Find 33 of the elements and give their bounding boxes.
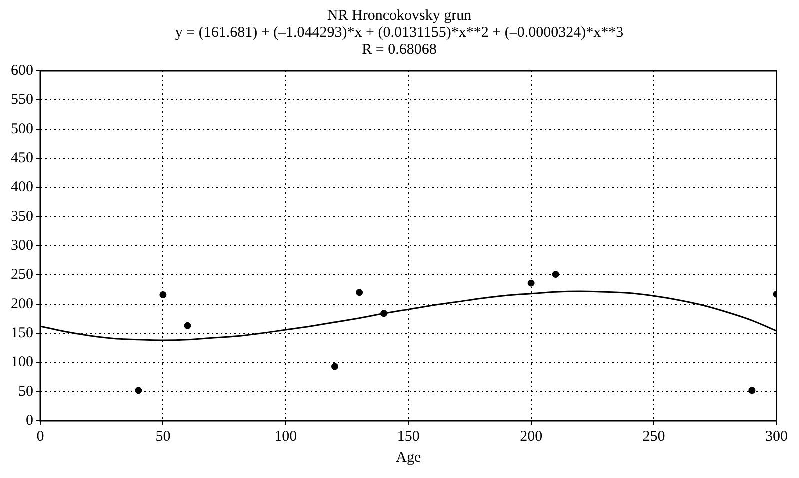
x-tick-label: 300 <box>766 428 788 445</box>
y-tick-label: 400 <box>11 180 34 196</box>
x-tick-label: 200 <box>520 428 543 445</box>
point <box>332 363 338 370</box>
y-tick-label: 200 <box>11 296 34 312</box>
chart-title: NR Hroncokovsky grun <box>326 8 473 25</box>
y-tick-label: 100 <box>11 354 34 371</box>
text: R = 0.68068 <box>361 42 438 59</box>
x-tick-label: 250 <box>642 428 666 445</box>
y-tick-label: 600 <box>11 62 34 79</box>
x-tick-label: 100 <box>274 428 298 445</box>
point <box>552 271 560 278</box>
y-tick-label: 300 <box>11 238 34 254</box>
y-tick-label: 500 <box>11 121 34 138</box>
x-tick-label: 50 <box>156 428 171 445</box>
y-tick-label: 550 <box>11 92 34 108</box>
point <box>184 322 192 330</box>
x-tick-label: 0 <box>36 428 44 445</box>
chart-subtitle: y = (161.681) + (–1.044293)*x + (0.0131155)*x**2 + (–0.0000324)*x**3 <box>174 25 625 42</box>
y-tick-label: 350 <box>11 208 34 225</box>
x-tick-label: 150 <box>397 428 420 445</box>
y-tick-label: 0 <box>26 412 34 429</box>
y-tick-label: 150 <box>11 325 34 342</box>
y-tick-label: 450 <box>11 150 34 166</box>
y-tick-label: 250 <box>11 267 34 284</box>
point <box>135 387 142 394</box>
point <box>160 292 167 298</box>
x-axis-title: Age <box>396 450 422 466</box>
y-tick-label: 50 <box>18 384 34 400</box>
point <box>528 280 535 287</box>
point <box>748 387 756 394</box>
point <box>380 310 388 318</box>
point <box>356 289 364 296</box>
